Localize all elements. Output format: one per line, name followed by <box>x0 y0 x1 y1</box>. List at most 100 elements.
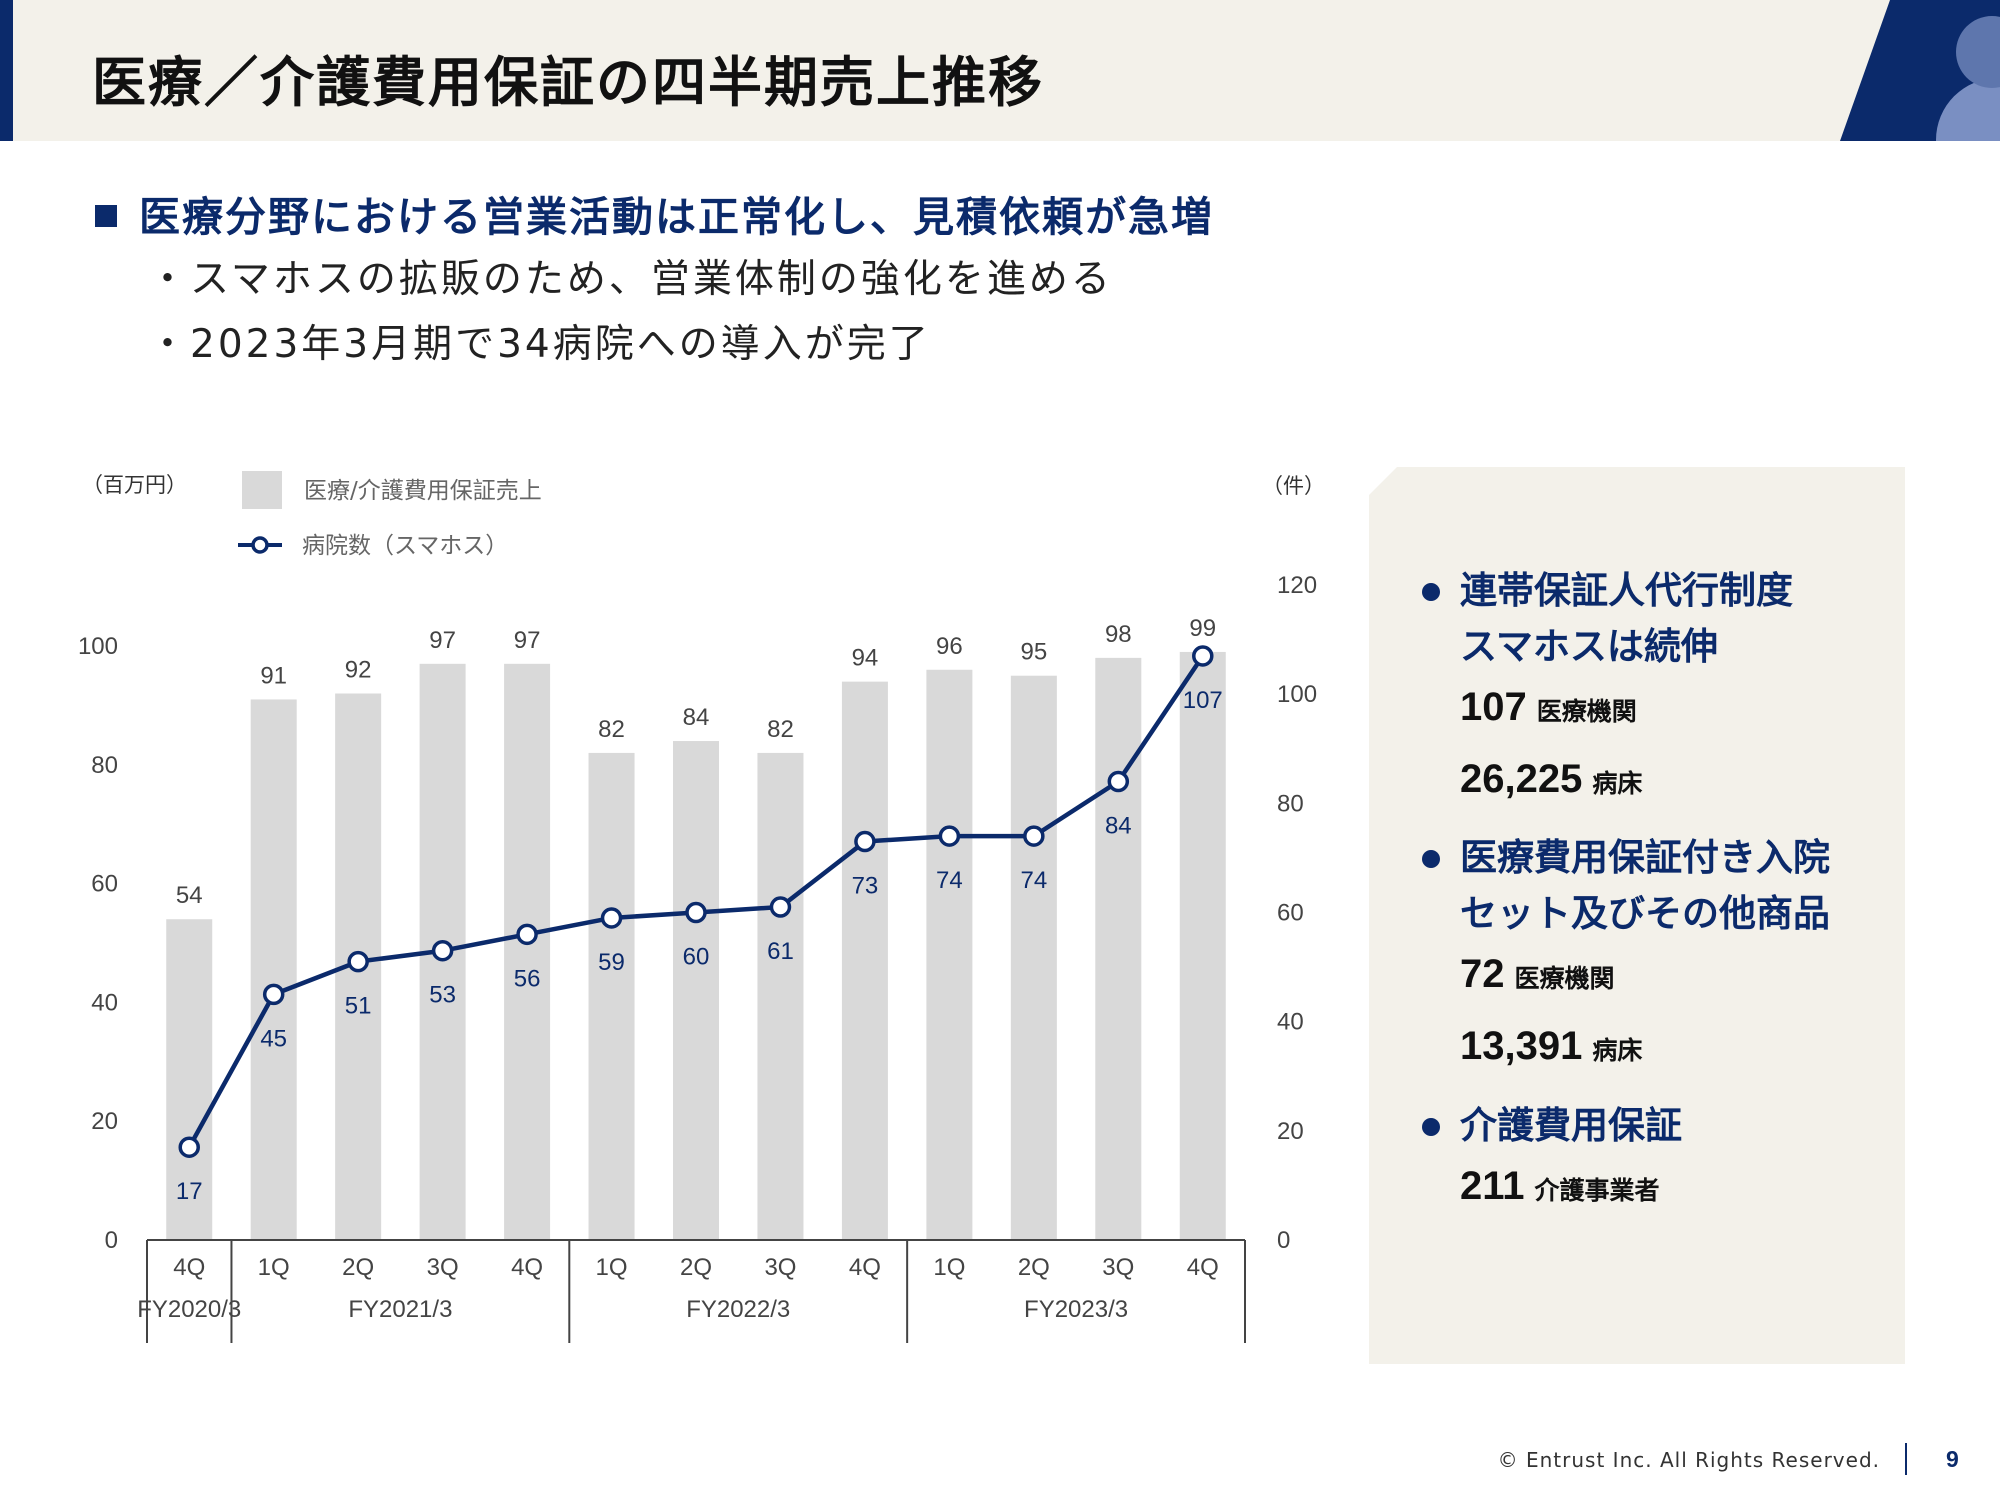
hospital-count-point <box>1107 770 1130 793</box>
panel-stat: 211 介護事業者 <box>1422 1154 1682 1226</box>
hospital-count-value-label: 107 <box>1183 687 1223 714</box>
sales-bar <box>673 741 719 1240</box>
headline-text: 医療分野における営業活動は正常化し、見積依頼が急増 <box>139 193 1214 241</box>
corner-decoration <box>1840 0 2000 141</box>
hospital-count-point <box>178 1136 200 1158</box>
left-axis-tick-label: 20 <box>91 1108 118 1135</box>
title-line: 連帯保証人代行制度 <box>1460 569 1793 612</box>
fiscal-year-label: FY2023/3 <box>1024 1296 1128 1323</box>
copyright: © Entrust Inc. All Rights Reserved. <box>1497 1448 1880 1472</box>
quarter-tick-label: 4Q <box>1187 1254 1219 1281</box>
quarter-tick-label: 1Q <box>258 1254 290 1281</box>
fiscal-year-label: FY2022/3 <box>686 1296 790 1323</box>
quarter-tick-label: 2Q <box>1018 1254 1050 1281</box>
stat-unit: 介護事業者 <box>1534 1176 1660 1205</box>
panel-stat: 72 医療機関 <box>1422 942 1830 1014</box>
legend-line-marker <box>251 536 269 554</box>
hospital-count-value-label: 74 <box>1020 867 1047 894</box>
hospital-count-point <box>854 830 876 853</box>
hospital-count-value-label: 45 <box>260 1025 287 1052</box>
right-axis-tick-label: 40 <box>1277 1009 1304 1036</box>
hospital-count-value-label: 17 <box>176 1178 203 1205</box>
hospital-count-point <box>600 907 623 929</box>
quarter-tick-label: 2Q <box>342 1254 374 1281</box>
panel-group-title: 介護費用保証 <box>1422 1098 1682 1154</box>
hospital-count-point <box>347 950 369 973</box>
quarter-tick-label: 3Q <box>1102 1254 1134 1281</box>
sales-bar <box>1179 651 1226 1240</box>
sales-bar <box>250 699 297 1240</box>
quarter-tick-label: 4Q <box>173 1254 205 1281</box>
legend-line-label: 病院数（スマホス） <box>302 533 508 559</box>
panel-stat: 26,225 病床 <box>1422 747 1793 819</box>
stat-value: 107 <box>1460 685 1527 729</box>
hospital-count-value-label: 60 <box>683 944 710 971</box>
bullet-point-1: ・スマホスの拡販のため、営業体制の強化を進める <box>148 257 1113 302</box>
quarter-tick-label: 4Q <box>849 1254 881 1281</box>
summary-panel <box>1369 467 1905 1364</box>
panel-group-1: 連帯保証人代行制度 スマホスは続伸 107 医療機関 26,225 病床 <box>1422 563 1793 819</box>
bullet-dot-icon <box>1422 850 1440 868</box>
page-number: 9 <box>1946 1446 1959 1472</box>
panel-group-title: 連帯保証人代行制度 スマホスは続伸 <box>1422 563 1793 675</box>
legend-bar-label: 医療/介護費用保証売上 <box>304 478 542 504</box>
hospital-count-value-label: 51 <box>345 993 372 1020</box>
left-axis-tick-label: 0 <box>105 1227 118 1254</box>
sales-bar-value-label: 96 <box>936 633 963 660</box>
sales-chart: 0 20 40 60 80 100 0 20 40 60 80 100 120 （百万円） （件） 医療/介護… <box>78 471 1325 1343</box>
sales-bar-value-label: 97 <box>429 627 456 654</box>
sales-bar <box>926 669 973 1240</box>
sales-bar <box>504 663 551 1240</box>
left-axis-tick-label: 60 <box>91 871 118 898</box>
hospital-count-value-label: 56 <box>514 965 541 992</box>
left-axis-unit: （百万円） <box>82 473 187 497</box>
left-axis-tick-label: 80 <box>91 752 118 779</box>
bullet-point-2: ・2023年3月期で34病院への導入が完了 <box>148 322 931 367</box>
stat-unit: 病床 <box>1592 769 1643 798</box>
hospital-count-point <box>262 983 285 1006</box>
panel-group-title: 医療費用保証付き入院 セット及びその他商品 <box>1422 830 1830 942</box>
title-line: セット及びその他商品 <box>1460 892 1830 935</box>
footer-divider <box>1905 1443 1907 1475</box>
hospital-count-value-label: 74 <box>936 867 963 894</box>
hospital-count-point <box>516 923 538 946</box>
hospital-count-point <box>1192 645 1214 667</box>
sales-bar-value-label: 95 <box>1020 639 1047 666</box>
quarter-tick-label: 3Q <box>764 1254 796 1281</box>
stat-value: 211 <box>1460 1164 1525 1208</box>
bullet-dot-icon <box>1422 1118 1440 1136</box>
fiscal-year-label: FY2020/3 <box>137 1296 241 1323</box>
sales-bar-value-label: 54 <box>176 882 203 909</box>
right-axis-tick-label: 60 <box>1277 900 1304 927</box>
stat-unit: 医療機関 <box>1536 697 1637 726</box>
left-axis-tick-label: 100 <box>78 633 118 660</box>
square-bullet-icon <box>95 205 117 227</box>
panel-corner-cut <box>1369 467 1397 495</box>
legend-bar-swatch <box>242 471 282 509</box>
sales-bar <box>588 752 635 1240</box>
hospital-count-value-label: 73 <box>852 873 879 900</box>
stat-unit: 医療機関 <box>1514 964 1615 993</box>
right-axis-tick-label: 0 <box>1277 1227 1290 1254</box>
bullet-dot-icon <box>1422 583 1440 601</box>
hospital-count-point <box>938 825 961 847</box>
header-accent-bar <box>0 0 13 141</box>
sales-bar-value-label: 94 <box>852 645 879 672</box>
stat-value: 26,225 <box>1460 757 1583 801</box>
right-axis-unit: （件） <box>1262 474 1325 498</box>
panel-stat: 13,391 病床 <box>1422 1014 1830 1086</box>
headline: 医療分野における営業活動は正常化し、見積依頼が急増 <box>95 183 1214 243</box>
hospital-count-value-label: 61 <box>767 938 794 965</box>
panel-group-3: 介護費用保証 211 介護事業者 <box>1422 1098 1682 1226</box>
sales-bar-value-label: 97 <box>514 627 541 654</box>
sales-bar-value-label: 82 <box>598 716 625 743</box>
right-axis-tick-label: 120 <box>1277 572 1317 599</box>
right-axis-tick-label: 80 <box>1277 790 1304 817</box>
panel-stat: 107 医療機関 <box>1422 675 1793 747</box>
quarter-tick-label: 1Q <box>933 1254 965 1281</box>
title-line: スマホスは続伸 <box>1460 625 1718 668</box>
right-axis-tick-label: 20 <box>1277 1118 1304 1145</box>
stat-value: 72 <box>1460 952 1505 996</box>
title-line: 医療費用保証付き入院 <box>1460 836 1830 879</box>
sales-bar-value-label: 98 <box>1105 621 1132 648</box>
